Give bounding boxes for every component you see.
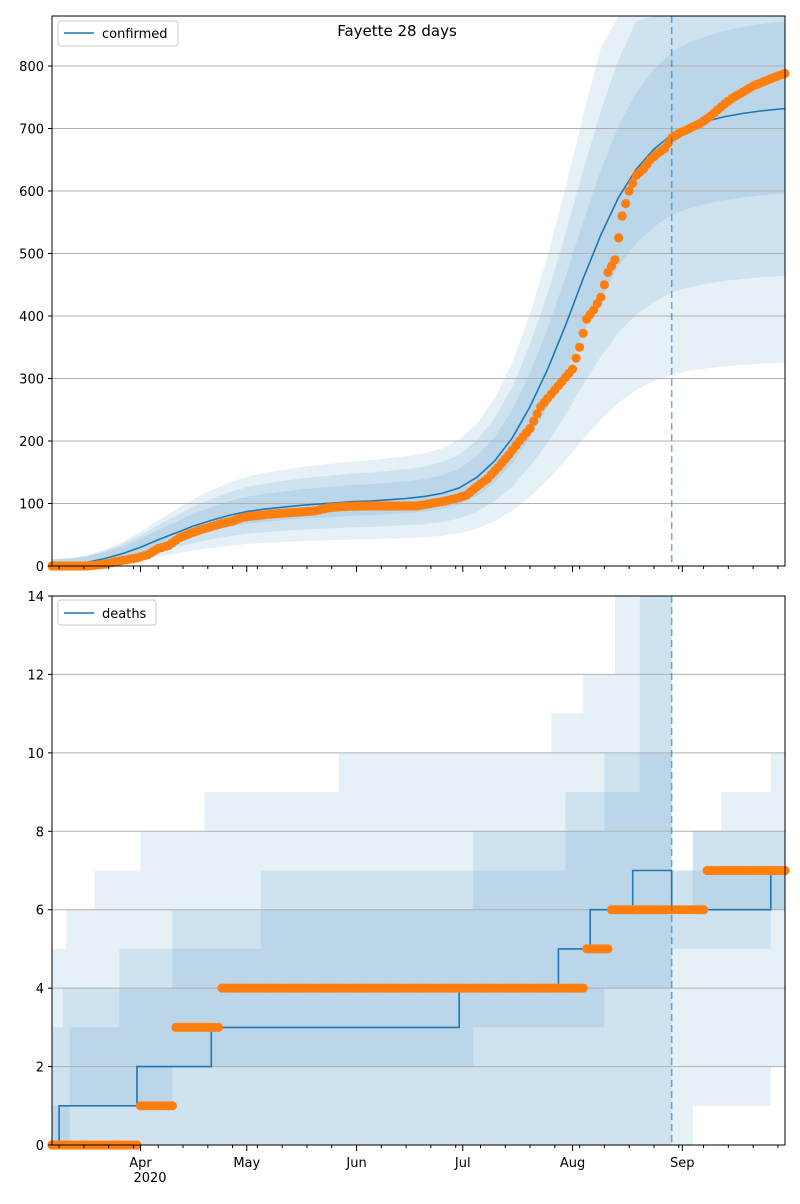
observed-point — [610, 255, 620, 265]
deaths-model-line — [52, 869, 785, 1146]
observed-point — [628, 178, 638, 188]
x-tick-label: May — [233, 1156, 260, 1171]
y-tick-label: 100 — [19, 498, 44, 513]
observed-point — [567, 364, 578, 374]
deaths-y-axis: 0 2 4 6 8 10 12 14 — [27, 590, 52, 1154]
observed-point — [624, 186, 634, 196]
confirmed-y-axis: 0 100 200 300 400 500 600 700 800 — [19, 60, 52, 575]
observed-point — [603, 944, 613, 954]
y-tick-label: 10 — [27, 747, 44, 762]
model-series-line — [51, 107, 786, 566]
y-tick-label: 2 — [36, 1061, 44, 1076]
legend-box — [57, 599, 157, 626]
deaths-panel: 0 2 4 6 8 10 12 14 Apr May Jun Jul Aug Sep 2020 deat… — [27, 590, 790, 1186]
confirmed-legend: confirmed — [57, 20, 179, 47]
y-tick-label: 400 — [19, 310, 44, 325]
observed-point — [614, 233, 624, 243]
observed-point — [532, 409, 542, 419]
deaths-observed-points — [47, 865, 790, 1150]
y-tick-label: 6 — [36, 904, 44, 919]
x-tick-label: Apr — [129, 1156, 152, 1171]
x-tick-label: Jul — [454, 1156, 471, 1171]
y-tick-label: 800 — [19, 60, 44, 75]
y-tick-label: 300 — [19, 373, 44, 388]
x-tick-label: Aug — [560, 1156, 585, 1171]
observed-point — [621, 198, 631, 209]
observed-point — [596, 292, 606, 302]
x-tick-label: Jun — [345, 1156, 366, 1171]
confirmed-model-line — [51, 107, 786, 566]
observed-point — [167, 1101, 177, 1111]
uncertainty-band-2 — [52, 21, 785, 567]
y-tick-label: 700 — [19, 123, 44, 138]
legend-label-deaths: deaths — [102, 607, 147, 622]
deaths-x-axis: Apr May Jun Jul Aug Sep — [58, 1145, 779, 1171]
y-tick-label: 500 — [19, 248, 44, 263]
observed-point — [617, 211, 627, 221]
y-tick-label: 200 — [19, 435, 44, 450]
confirmed-panel: 0 100 200 300 400 500 600 700 800 Fayette 28 day… — [19, 15, 790, 575]
y-tick-label: 0 — [36, 560, 44, 575]
observed-point — [213, 1022, 223, 1032]
x-axis-year-label: 2020 — [133, 1171, 166, 1186]
confirmed-observed-points — [47, 68, 790, 571]
observed-point — [525, 423, 535, 434]
x-tick-label: Sep — [670, 1156, 695, 1171]
confirmed-x-axis — [58, 566, 779, 572]
deaths-axes-frame — [51, 595, 786, 1146]
confirmed-uncertainty-bands — [52, 16, 785, 567]
uncertainty-band-2 — [52, 752, 785, 1145]
y-tick-label: 600 — [19, 185, 44, 200]
legend-label-confirmed: confirmed — [102, 27, 168, 42]
confirmed-axes-frame — [51, 15, 786, 567]
deaths-uncertainty-bands — [52, 596, 785, 1145]
uncertainty-band-0 — [52, 596, 785, 1145]
observed-point — [699, 905, 709, 915]
y-tick-label: 14 — [27, 590, 44, 605]
observed-point — [578, 328, 588, 338]
observed-point — [529, 416, 539, 426]
y-tick-label: 8 — [36, 825, 44, 840]
uncertainty-band-1 — [52, 16, 785, 566]
observed-point — [571, 353, 581, 363]
uncertainty-band-1 — [52, 596, 785, 1145]
deaths-legend: deaths — [57, 599, 157, 626]
observed-point — [575, 342, 585, 352]
y-tick-label: 4 — [36, 982, 44, 997]
observed-point — [599, 280, 610, 290]
legend-box — [57, 20, 179, 47]
y-tick-label: 0 — [36, 1139, 44, 1154]
y-tick-label: 12 — [27, 668, 44, 683]
uncertainty-band-0 — [52, 16, 785, 566]
chart-title: Fayette 28 days — [337, 22, 457, 40]
model-series-line — [52, 869, 785, 1146]
observed-point — [578, 983, 588, 993]
